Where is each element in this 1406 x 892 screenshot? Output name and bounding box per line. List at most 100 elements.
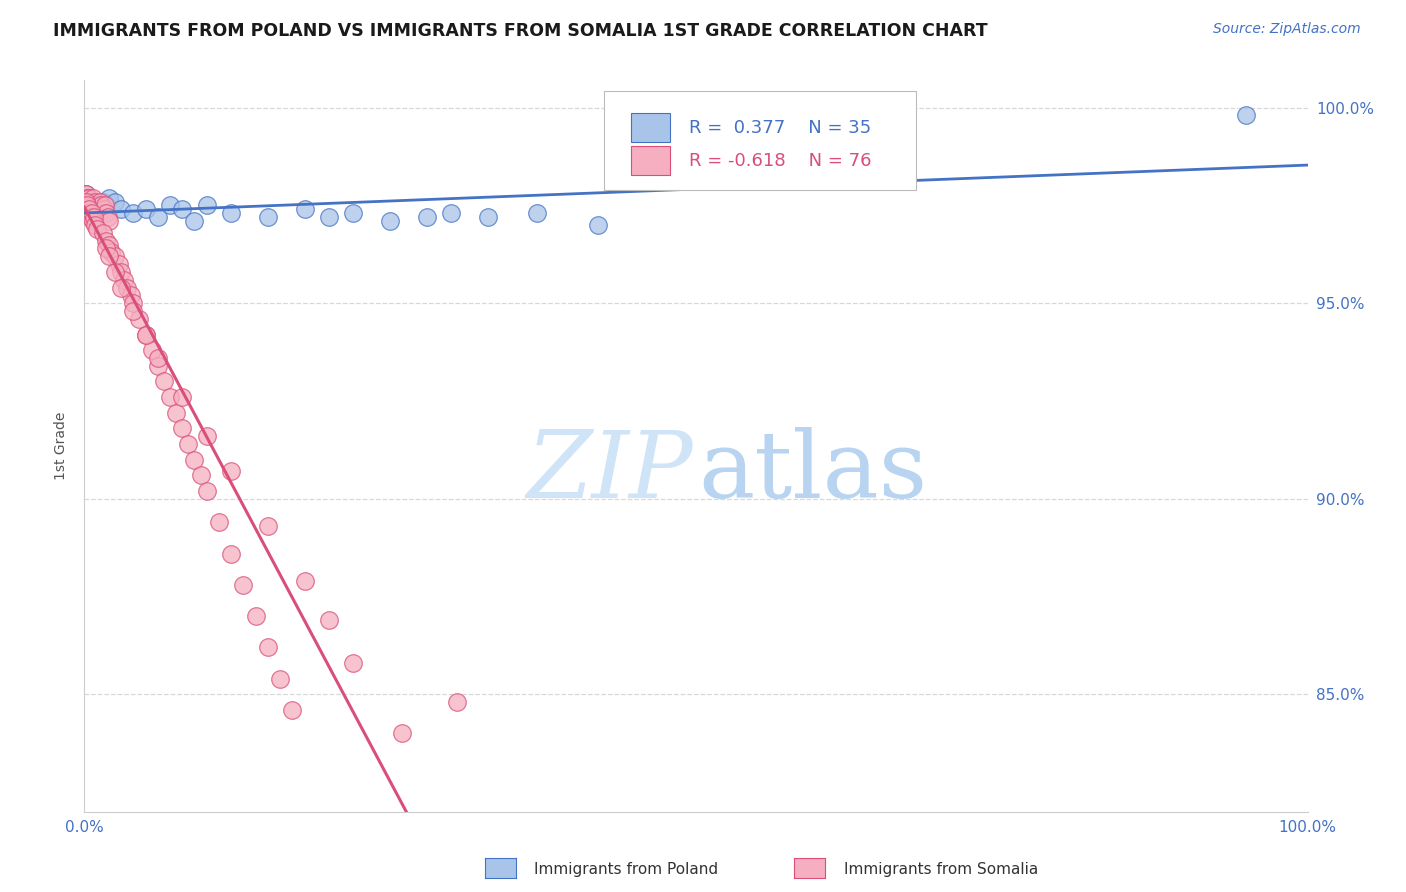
- Point: [122, 206, 145, 220]
- Point: [477, 210, 499, 224]
- Point: [110, 280, 132, 294]
- Point: [122, 304, 145, 318]
- FancyBboxPatch shape: [605, 91, 917, 190]
- Point: [77, 194, 100, 209]
- Text: R =  0.377    N = 35: R = 0.377 N = 35: [689, 119, 870, 136]
- Point: [219, 547, 242, 561]
- Point: [416, 210, 439, 224]
- Point: [84, 194, 107, 209]
- Point: [112, 273, 135, 287]
- Point: [122, 296, 145, 310]
- Point: [245, 609, 267, 624]
- Point: [86, 202, 108, 217]
- Point: [342, 206, 364, 220]
- Point: [104, 249, 127, 263]
- Point: [83, 206, 105, 220]
- Point: [96, 242, 118, 256]
- Point: [83, 210, 105, 224]
- Text: R = -0.618    N = 76: R = -0.618 N = 76: [689, 152, 872, 169]
- Point: [94, 198, 117, 212]
- Point: [76, 191, 98, 205]
- Point: [177, 437, 200, 451]
- Point: [87, 202, 110, 217]
- Point: [89, 194, 111, 209]
- Point: [440, 206, 463, 220]
- Point: [120, 288, 142, 302]
- Point: [135, 202, 157, 217]
- Point: [82, 191, 104, 205]
- FancyBboxPatch shape: [631, 146, 671, 176]
- Point: [128, 311, 150, 326]
- Text: Immigrants from Somalia: Immigrants from Somalia: [844, 863, 1038, 877]
- Point: [232, 578, 254, 592]
- Point: [86, 198, 108, 212]
- Point: [87, 198, 110, 212]
- Point: [91, 194, 114, 209]
- Point: [80, 206, 103, 220]
- Point: [446, 695, 468, 709]
- Point: [146, 351, 169, 365]
- Point: [318, 613, 340, 627]
- Point: [97, 191, 120, 205]
- Point: [77, 198, 100, 212]
- Point: [195, 198, 218, 212]
- Point: [342, 656, 364, 670]
- Point: [91, 226, 114, 240]
- Point: [96, 234, 118, 248]
- Point: [82, 214, 104, 228]
- Point: [391, 726, 413, 740]
- Point: [257, 210, 280, 224]
- Point: [146, 210, 169, 224]
- Point: [79, 210, 101, 224]
- Point: [195, 483, 218, 498]
- Point: [84, 202, 107, 217]
- Point: [75, 194, 97, 209]
- Point: [219, 206, 242, 220]
- Point: [294, 202, 316, 217]
- Point: [159, 198, 181, 212]
- Point: [79, 198, 101, 212]
- Point: [183, 214, 205, 228]
- Point: [1236, 108, 1258, 122]
- Point: [135, 327, 157, 342]
- Point: [146, 359, 169, 373]
- Point: [257, 640, 280, 655]
- Point: [77, 191, 100, 205]
- Point: [97, 237, 120, 252]
- Point: [76, 194, 98, 209]
- Point: [96, 206, 118, 220]
- Point: [153, 375, 176, 389]
- Point: [86, 222, 108, 236]
- Text: IMMIGRANTS FROM POLAND VS IMMIGRANTS FROM SOMALIA 1ST GRADE CORRELATION CHART: IMMIGRANTS FROM POLAND VS IMMIGRANTS FRO…: [53, 22, 988, 40]
- Point: [110, 202, 132, 217]
- Text: atlas: atlas: [699, 426, 928, 516]
- Point: [172, 421, 194, 435]
- Point: [93, 202, 115, 217]
- Point: [269, 672, 291, 686]
- Point: [318, 210, 340, 224]
- Point: [141, 343, 163, 358]
- Point: [75, 186, 97, 201]
- FancyBboxPatch shape: [631, 113, 671, 143]
- Point: [90, 198, 112, 212]
- Point: [82, 198, 104, 212]
- Point: [75, 186, 97, 201]
- Point: [80, 194, 103, 209]
- Point: [80, 202, 103, 217]
- Point: [380, 214, 402, 228]
- Point: [183, 452, 205, 467]
- Text: ZIP: ZIP: [527, 426, 693, 516]
- Point: [208, 516, 231, 530]
- Point: [257, 519, 280, 533]
- Point: [77, 206, 100, 220]
- Point: [135, 327, 157, 342]
- Point: [110, 265, 132, 279]
- Text: Source: ZipAtlas.com: Source: ZipAtlas.com: [1213, 22, 1361, 37]
- Point: [115, 280, 138, 294]
- Point: [77, 202, 100, 217]
- Point: [87, 202, 110, 217]
- Point: [97, 214, 120, 228]
- Point: [165, 406, 187, 420]
- Point: [77, 191, 100, 205]
- Point: [79, 194, 101, 209]
